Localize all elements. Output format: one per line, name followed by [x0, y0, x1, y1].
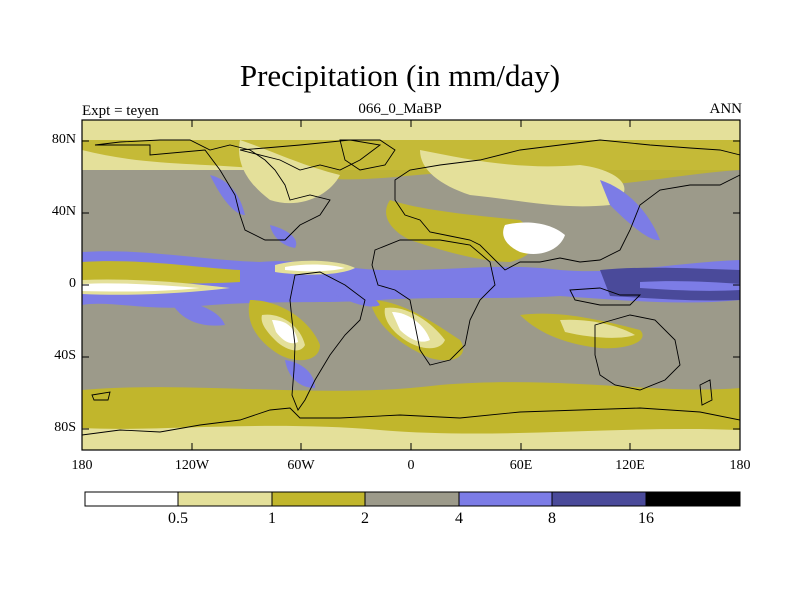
colorbar-box-0 — [84, 491, 179, 507]
lat-label-40s: 40S — [54, 348, 76, 363]
colorbar-label-1: 1 — [268, 510, 276, 527]
colorbar-box-3 — [364, 491, 460, 507]
colorbar-label-2: 2 — [361, 510, 369, 527]
lon-label-120e: 120E — [615, 458, 645, 473]
lon-label-180w: 180 — [71, 458, 93, 473]
colorbar-label-8: 8 — [548, 510, 556, 527]
lon-label-120w: 120W — [174, 458, 210, 473]
lon-label-180e: 180 — [729, 458, 751, 473]
colorbar-box-5 — [551, 491, 647, 507]
colorbar-box-4 — [458, 491, 553, 507]
lat-label-80n: 80N — [51, 132, 76, 147]
lat-label-80s: 80S — [54, 420, 76, 435]
colorbar — [84, 491, 741, 507]
coastlines — [81, 139, 741, 451]
colorbar-box-1 — [177, 491, 273, 507]
time-label: 066_0_MaBP — [358, 101, 442, 117]
colorbar-label-16: 16 — [638, 510, 654, 527]
colorbar-label-0-5: 0.5 — [168, 510, 188, 527]
colorbar-box-6 — [645, 491, 741, 507]
colorbar-label-4: 4 — [455, 510, 463, 527]
lat-label-0: 0 — [69, 276, 76, 291]
axis-ticks — [81, 120, 741, 450]
colorbar-box-2 — [271, 491, 366, 507]
season-label: ANN — [709, 101, 743, 117]
lat-label-40n: 40N — [51, 204, 76, 219]
lon-label-60e: 60E — [509, 458, 533, 473]
experiment-label: Expt = teyen — [82, 103, 159, 119]
lon-label-0: 0 — [407, 458, 415, 473]
plot-title: Precipitation (in mm/day) — [239, 58, 561, 93]
lon-label-60w: 60W — [287, 458, 315, 473]
